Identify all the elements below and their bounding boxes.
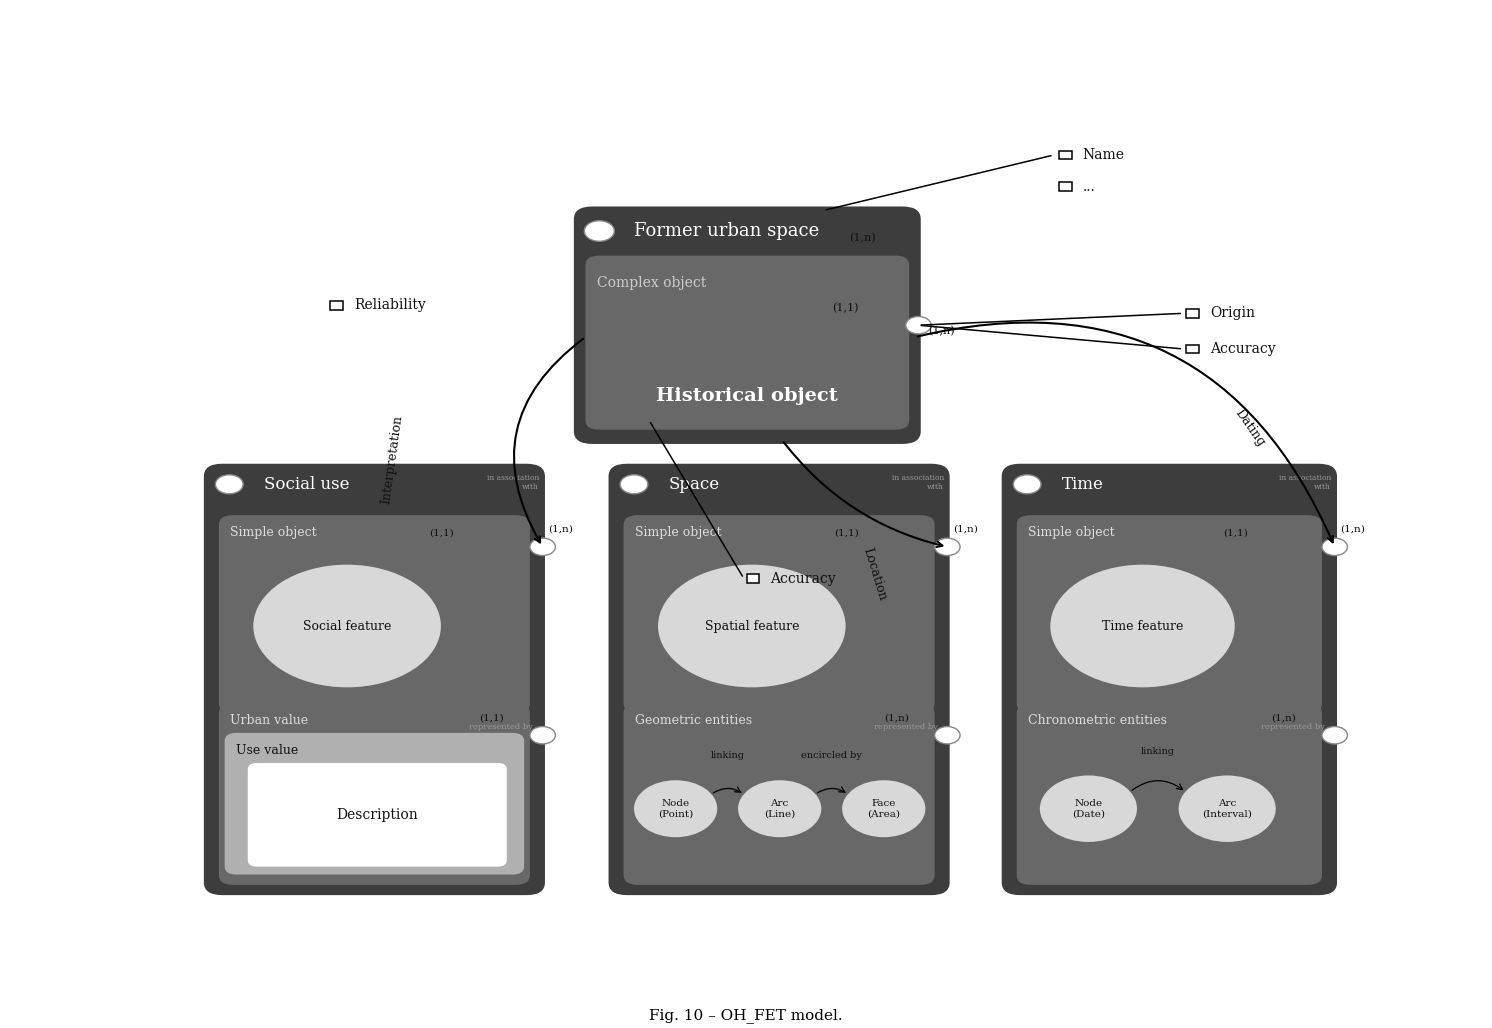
Text: Dating: Dating bbox=[1232, 407, 1268, 449]
Circle shape bbox=[739, 780, 821, 837]
Circle shape bbox=[530, 538, 555, 555]
Text: (1,n): (1,n) bbox=[928, 326, 955, 337]
FancyBboxPatch shape bbox=[624, 515, 934, 713]
Text: (1,n): (1,n) bbox=[1271, 713, 1297, 723]
Text: with: with bbox=[522, 483, 539, 491]
Text: Arc
(Interval): Arc (Interval) bbox=[1203, 799, 1252, 818]
Bar bbox=[1186, 344, 1200, 354]
FancyBboxPatch shape bbox=[248, 763, 507, 867]
Text: (1,1): (1,1) bbox=[831, 302, 858, 313]
Text: Location: Location bbox=[861, 547, 889, 602]
Text: in association: in association bbox=[486, 474, 539, 482]
Text: Origin: Origin bbox=[1210, 306, 1255, 321]
Text: linking: linking bbox=[1141, 746, 1174, 756]
Text: Time: Time bbox=[1062, 476, 1104, 492]
Circle shape bbox=[1179, 775, 1276, 842]
Bar bbox=[1059, 151, 1071, 159]
Text: (1,1): (1,1) bbox=[834, 528, 858, 538]
Circle shape bbox=[634, 780, 718, 837]
Ellipse shape bbox=[254, 564, 442, 688]
Text: Time feature: Time feature bbox=[1101, 620, 1183, 632]
Text: encircled by: encircled by bbox=[801, 751, 862, 761]
Text: Arc
(Line): Arc (Line) bbox=[764, 799, 795, 818]
Circle shape bbox=[1040, 775, 1137, 842]
Text: Chronometric entities: Chronometric entities bbox=[1028, 714, 1167, 728]
FancyBboxPatch shape bbox=[219, 703, 530, 885]
Text: in association: in association bbox=[1279, 474, 1331, 482]
Circle shape bbox=[934, 538, 959, 555]
Text: Interpretation: Interpretation bbox=[379, 414, 404, 505]
Circle shape bbox=[934, 727, 959, 744]
Text: Face
(Area): Face (Area) bbox=[867, 799, 900, 818]
FancyBboxPatch shape bbox=[219, 515, 530, 713]
Text: linking: linking bbox=[710, 751, 745, 761]
FancyBboxPatch shape bbox=[1001, 464, 1337, 895]
Text: Name: Name bbox=[1083, 148, 1125, 162]
Text: (1,n): (1,n) bbox=[549, 525, 573, 534]
Text: (1,n): (1,n) bbox=[883, 713, 909, 723]
Text: Social feature: Social feature bbox=[303, 620, 391, 632]
Text: Use value: Use value bbox=[236, 744, 298, 757]
Text: (1,n): (1,n) bbox=[953, 525, 977, 534]
Text: Description: Description bbox=[336, 808, 418, 821]
Text: Simple object: Simple object bbox=[1028, 526, 1115, 539]
Circle shape bbox=[1013, 475, 1041, 493]
Text: Former urban space: Former urban space bbox=[634, 222, 819, 240]
Circle shape bbox=[1322, 727, 1347, 744]
Circle shape bbox=[621, 475, 648, 493]
FancyBboxPatch shape bbox=[609, 464, 949, 895]
FancyBboxPatch shape bbox=[225, 733, 524, 875]
Text: Simple object: Simple object bbox=[230, 526, 318, 539]
Text: Accuracy: Accuracy bbox=[1210, 342, 1276, 356]
Text: Node
(Date): Node (Date) bbox=[1071, 799, 1106, 818]
Text: (1,n): (1,n) bbox=[849, 233, 876, 244]
Text: represented by: represented by bbox=[470, 724, 534, 731]
Text: Node
(Point): Node (Point) bbox=[658, 799, 694, 818]
Text: with: with bbox=[1314, 483, 1331, 491]
Bar bbox=[1186, 309, 1200, 318]
Text: represented by: represented by bbox=[1261, 724, 1325, 731]
Circle shape bbox=[841, 780, 925, 837]
Text: Simple object: Simple object bbox=[636, 526, 722, 539]
Text: Urban value: Urban value bbox=[230, 714, 309, 728]
FancyBboxPatch shape bbox=[624, 703, 934, 885]
Text: Accuracy: Accuracy bbox=[770, 572, 836, 586]
FancyBboxPatch shape bbox=[1016, 515, 1322, 713]
Ellipse shape bbox=[658, 564, 846, 688]
Text: (1,1): (1,1) bbox=[479, 713, 504, 723]
FancyBboxPatch shape bbox=[585, 256, 909, 430]
Ellipse shape bbox=[1050, 564, 1235, 688]
Text: Complex object: Complex object bbox=[597, 277, 706, 290]
Text: (1,1): (1,1) bbox=[1223, 528, 1247, 538]
Bar bbox=[746, 575, 759, 583]
Circle shape bbox=[906, 317, 931, 334]
Text: ...: ... bbox=[1083, 180, 1095, 193]
FancyBboxPatch shape bbox=[204, 464, 545, 895]
Bar bbox=[1059, 182, 1071, 191]
Text: (1,n): (1,n) bbox=[1340, 525, 1365, 534]
Text: represented by: represented by bbox=[874, 724, 938, 731]
Circle shape bbox=[530, 727, 555, 744]
FancyBboxPatch shape bbox=[1016, 703, 1322, 885]
Text: in association: in association bbox=[892, 474, 944, 482]
Text: (1,1): (1,1) bbox=[430, 528, 454, 538]
Circle shape bbox=[1322, 538, 1347, 555]
Bar bbox=[330, 301, 343, 309]
Text: with: with bbox=[927, 483, 944, 491]
Circle shape bbox=[215, 475, 243, 493]
Text: Space: Space bbox=[668, 476, 719, 492]
Circle shape bbox=[585, 221, 615, 242]
Text: Reliability: Reliability bbox=[354, 298, 425, 313]
Text: Historical object: Historical object bbox=[656, 388, 839, 405]
Text: Spatial feature: Spatial feature bbox=[704, 620, 800, 632]
Text: Social use: Social use bbox=[264, 476, 349, 492]
Text: Geometric entities: Geometric entities bbox=[636, 714, 752, 728]
FancyBboxPatch shape bbox=[574, 207, 921, 444]
Text: Fig. 10 – OH_FET model.: Fig. 10 – OH_FET model. bbox=[649, 1008, 843, 1023]
